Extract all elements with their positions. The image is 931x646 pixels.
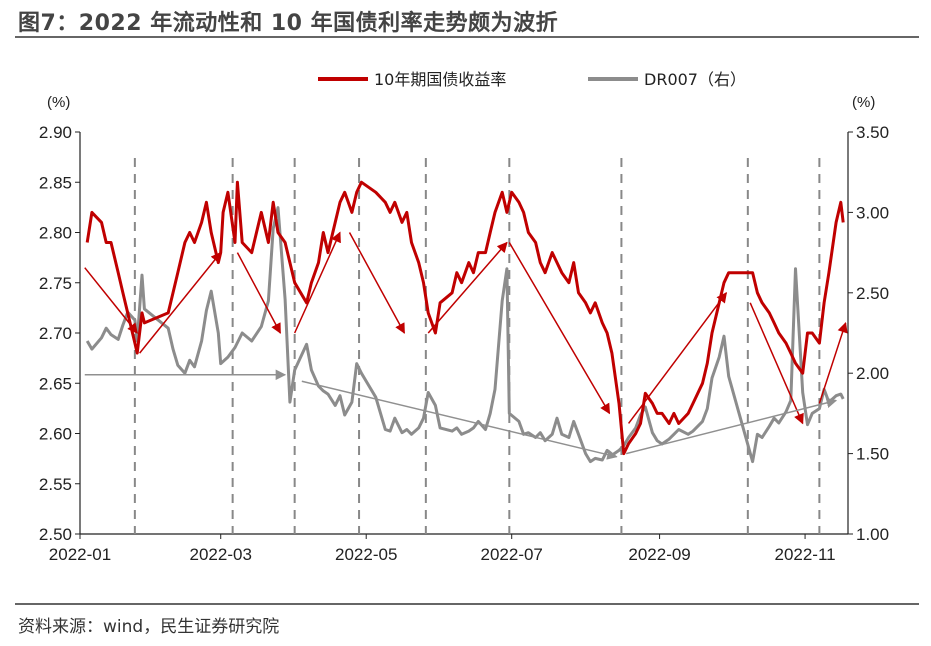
series-line-10y-yield (85, 180, 845, 456)
footer-divider (15, 603, 919, 605)
trend-arrow-yield (427, 241, 508, 334)
series-line-dr007 (85, 206, 845, 464)
trend-arrow-liquidity (301, 380, 618, 460)
left-tick-label: 2.90 (39, 123, 72, 142)
left-tick-label: 2.70 (39, 324, 72, 343)
trend-arrow-yield (348, 232, 406, 334)
left-axis-unit: (%) (47, 94, 70, 111)
trend-arrow-yield (139, 251, 222, 354)
legend: 10年期国债收益率 DR007（右） (318, 70, 746, 89)
left-tick-label: 2.75 (39, 274, 72, 293)
x-tick-label: 2022-01 (49, 545, 111, 564)
left-tick-label: 2.85 (39, 173, 72, 192)
right-tick-label: 1.50 (856, 445, 889, 464)
right-tick-label: 2.00 (856, 364, 889, 383)
left-tick-label: 2.55 (39, 475, 72, 494)
trend-arrow-liquidity (626, 397, 838, 455)
legend-label-dr007: DR007（右） (644, 70, 746, 89)
left-tick-label: 2.65 (39, 374, 72, 393)
left-tick-label: 2.50 (39, 525, 72, 544)
trend-arrow-yield (508, 242, 611, 415)
title-divider (15, 36, 919, 38)
trend-arrow-yield (84, 267, 138, 334)
chart: 2.50 2.55 2.60 2.65 2.70 2.75 2.80 2.85 2.90 1.00… (39, 70, 889, 564)
right-tick-label: 3.00 (856, 203, 889, 222)
x-tick-label: 2022-07 (481, 545, 543, 564)
source-note: 资料来源：wind，民生证券研究院 (18, 617, 280, 637)
left-tick-label: 2.80 (39, 224, 72, 243)
trend-arrows (84, 231, 848, 460)
x-tick-label: 2022-05 (335, 545, 397, 564)
right-tick-label: 1.00 (856, 525, 889, 544)
right-tick-label: 3.50 (856, 123, 889, 142)
trend-arrow-yield (749, 302, 804, 425)
trend-arrow-yield (818, 321, 848, 404)
axes: 2.50 2.55 2.60 2.65 2.70 2.75 2.80 2.85 2.90 1.00… (39, 94, 889, 564)
trend-arrow-yield (236, 252, 282, 334)
x-tick-label: 2022-03 (190, 545, 252, 564)
right-axis-unit: (%) (852, 94, 875, 111)
right-tick-label: 2.50 (856, 284, 889, 303)
x-tick-label: 2022-09 (628, 545, 690, 564)
legend-label-10y-yield: 10年期国债收益率 (374, 70, 506, 89)
page-title: 图7：2022 年流动性和 10 年国债利率走势颇为波折 (18, 11, 559, 36)
left-tick-label: 2.60 (39, 425, 72, 444)
trend-arrow-yield (293, 231, 341, 334)
x-tick-label: 2022-11 (774, 545, 835, 564)
trend-arrow-yield (627, 291, 727, 424)
